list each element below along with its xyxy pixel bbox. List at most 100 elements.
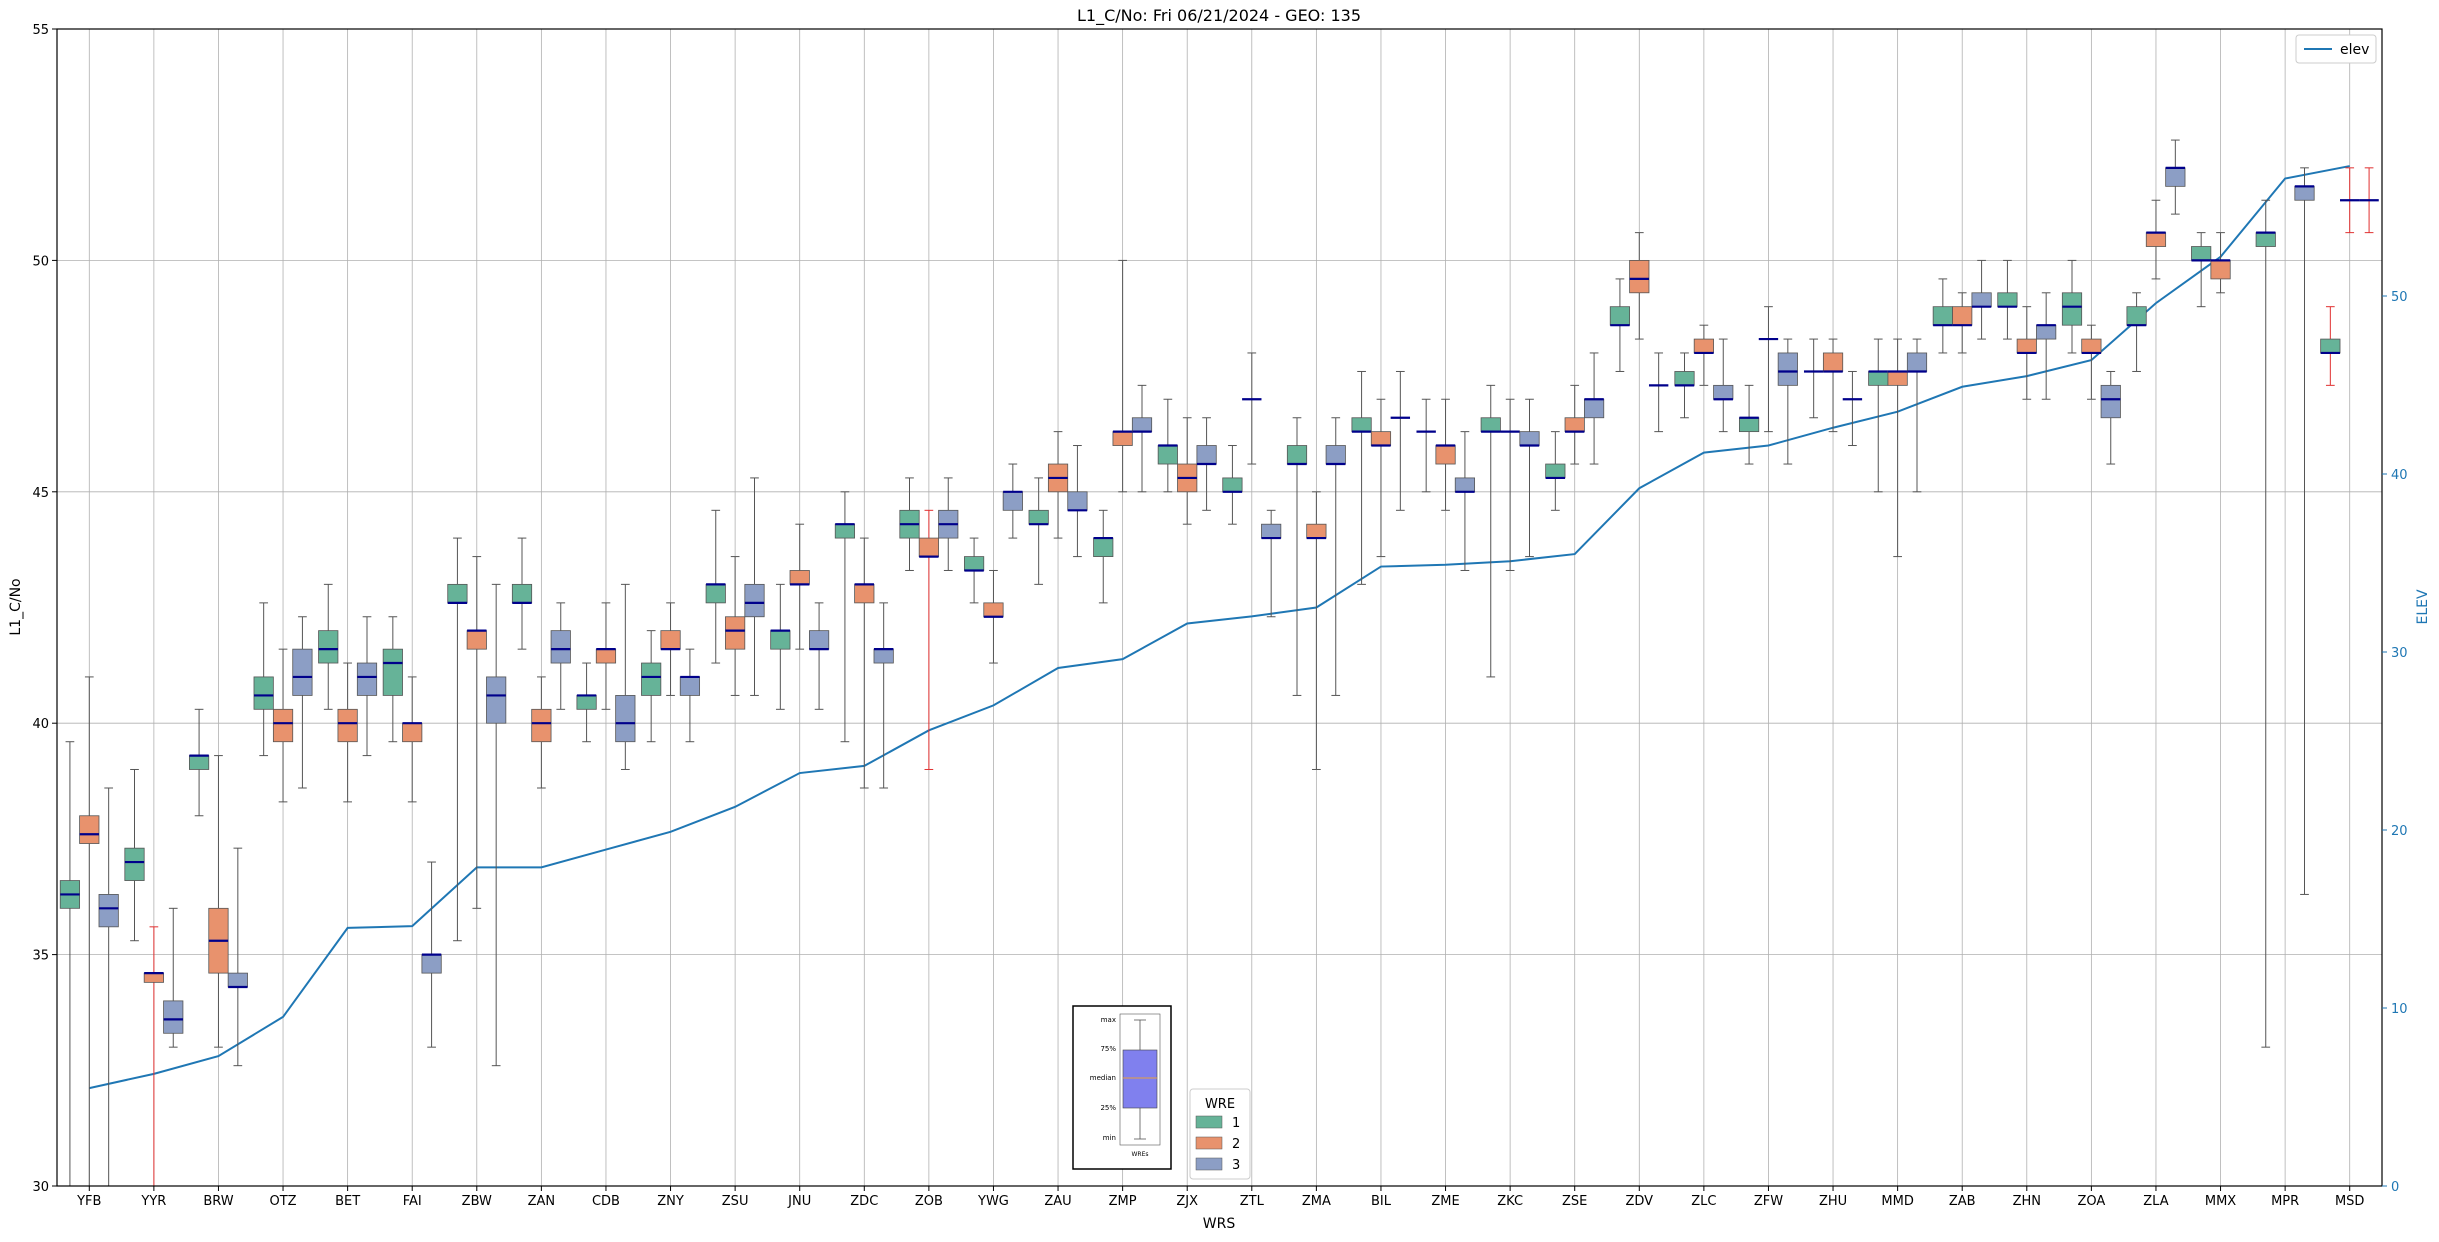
box-body <box>2210 259 2231 280</box>
x-tick-label: ZAU <box>1044 1194 1071 1209</box>
x-tick-label: MPR <box>2271 1194 2299 1209</box>
box-body <box>2294 185 2315 201</box>
box-zhn-wre3 <box>2036 292 2057 400</box>
box-zme-wre1 <box>1416 398 1436 493</box>
y-tick-label: 55 <box>32 23 49 38</box>
x-tick-label: ZHN <box>2013 1194 2041 1209</box>
x-tick-label: ZKC <box>1497 1194 1523 1209</box>
box-body <box>963 556 985 571</box>
box-zla-wre2 <box>2145 199 2167 280</box>
box-body <box>124 847 145 881</box>
x-tick-label: ZDC <box>850 1194 878 1209</box>
y2-tick-label: 10 <box>2391 1002 2408 1017</box>
x-tick-label: ZBW <box>462 1194 492 1209</box>
box-zhn-wre1 <box>1997 259 2018 340</box>
y-tick-label: 35 <box>32 949 49 964</box>
y-tick-label: 45 <box>32 486 49 501</box>
box-body <box>873 648 894 664</box>
x-tick-label: ZLC <box>1691 1194 1716 1209</box>
box-zab-wre3 <box>1971 259 1992 340</box>
box-body <box>1196 445 1217 465</box>
box-zse-wre2 <box>1564 384 1585 465</box>
wre-legend-swatch <box>1195 1157 1223 1171</box>
box-key-label: max <box>1101 1016 1116 1024</box>
box-zhu-wre2 <box>1822 338 1844 433</box>
box-yfb-wre1 <box>59 741 81 1186</box>
box-body <box>1997 292 2018 308</box>
box-brw-wre3 <box>227 847 248 1067</box>
box-body <box>1261 523 1282 539</box>
box-body <box>1286 445 1308 465</box>
x-tick-label: BIL <box>1371 1194 1392 1209</box>
box-zme-wre2 <box>1435 398 1456 511</box>
box-body <box>1693 338 1714 354</box>
box-key-label: 25% <box>1100 1104 1116 1112</box>
x-tick-label: ZLA <box>2143 1194 2168 1209</box>
box-zsu-wre3 <box>744 477 765 696</box>
box-yfb-wre2 <box>79 676 100 1186</box>
y-axis-label: L1_C/No <box>8 578 24 635</box>
box-body <box>744 583 765 618</box>
box-body <box>1906 352 1928 372</box>
box-body <box>834 523 856 539</box>
box-zlc-wre1 <box>1674 352 1695 419</box>
box-body <box>253 676 274 710</box>
box-body <box>770 630 791 650</box>
box-body <box>486 676 507 724</box>
box-body <box>1306 523 1327 539</box>
wre-legend-swatch <box>1195 1136 1223 1150</box>
box-zdc-wre3 <box>873 602 894 789</box>
box-body <box>356 662 378 696</box>
x-tick-label: ZSU <box>722 1194 749 1209</box>
box-zkc-wre2 <box>1500 398 1520 571</box>
x-tick-label: JNU <box>787 1194 811 1209</box>
wre-legend-box <box>1189 1088 1251 1180</box>
x-tick-label: ZNY <box>657 1194 684 1209</box>
box-body <box>1002 491 1023 511</box>
box-body <box>1609 306 1631 326</box>
x-tick-label: ZFW <box>1754 1194 1783 1209</box>
x-tick-label: BET <box>335 1194 360 1209</box>
box-body <box>1480 417 1501 433</box>
box-zfw-wre3 <box>1777 338 1798 465</box>
box-body <box>1868 371 1889 386</box>
box-body <box>1777 352 1798 386</box>
box-zny-wre3 <box>679 648 701 743</box>
box-zdc-wre2 <box>854 537 875 789</box>
box-body <box>1093 537 1114 557</box>
box-body <box>1738 417 1760 433</box>
box-body <box>1435 445 1456 465</box>
box-bet-wre3 <box>356 616 378 757</box>
box-yyr-wre3 <box>163 907 184 1048</box>
box-key-body <box>1122 1049 1158 1109</box>
box-zan-wre1 <box>511 537 533 650</box>
x-tick-label: ZAB <box>1949 1194 1976 1209</box>
box-bil-wre3 <box>1390 370 1411 511</box>
box-zma-wre1 <box>1286 417 1308 696</box>
x-tick-label: ZJX <box>1176 1194 1198 1209</box>
box-zla-wre1 <box>2126 292 2147 372</box>
box-mmd-wre3 <box>1906 338 1928 493</box>
box-body <box>447 583 468 604</box>
box-msd-wre2 <box>2340 167 2360 234</box>
box-zny-wre2 <box>660 602 681 696</box>
box-ztl-wre3 <box>1261 509 1282 618</box>
box-ztl-wre2 <box>1242 352 1262 465</box>
box-zau-wre2 <box>1047 431 1069 539</box>
box-msd-wre3 <box>2359 167 2379 234</box>
plot-frame <box>56 28 2383 1187</box>
box-key-xlabel: WREs <box>1131 1151 1148 1158</box>
x-tick-label: OTZ <box>269 1194 296 1209</box>
y2-tick-label: 50 <box>2391 290 2408 305</box>
box-body <box>725 616 746 650</box>
box-body <box>679 676 701 696</box>
box-zoa-wre3 <box>2100 370 2121 465</box>
box-zmp-wre3 <box>1131 384 1153 493</box>
box-zob-wre2 <box>918 509 939 770</box>
box-key-inset: max 75% median 25% min WREs <box>1072 1005 1172 1170</box>
box-zse-wre1 <box>1545 431 1566 511</box>
box-body <box>2100 384 2121 419</box>
box-zse-wre3 <box>1583 352 1605 465</box>
box-body <box>1822 352 1844 372</box>
